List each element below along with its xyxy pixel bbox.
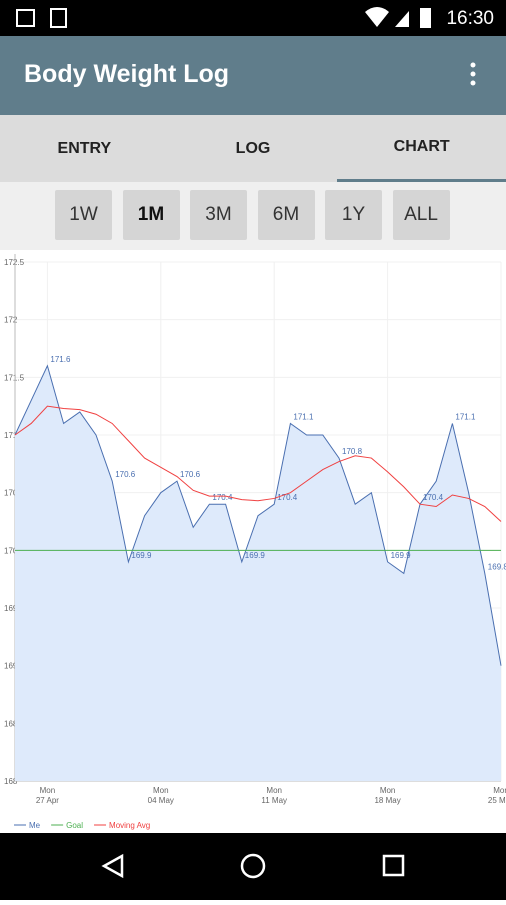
range-button[interactable]: ALL [392,190,450,240]
range-button[interactable]: 1W [55,190,112,240]
recents-button[interactable] [382,854,405,877]
x-tick-line: Mon [266,786,282,795]
data-label: 169.9 [391,551,412,560]
legend-label: Me [29,821,41,830]
x-tick-line: 18 May [374,796,400,805]
y-tick-label: 172 [4,316,18,325]
range-button[interactable]: 1M [122,190,180,240]
area [15,365,501,781]
legend-label: Goal [66,821,83,830]
clock: 16:30 [446,8,494,29]
range-button[interactable]: 3M [190,190,247,240]
data-label: 171.6 [50,355,71,364]
range-button[interactable]: 6M [257,190,315,240]
data-label: 171.1 [455,412,476,421]
data-label: 170.4 [277,493,298,502]
data-label: 170.6 [180,470,201,479]
y-tick-label: 169.5 [4,604,25,613]
x-tick-line: Mon [153,786,169,795]
y-tick-label: 171 [4,431,18,440]
status-system-icons [365,7,431,28]
y-tick-label: 168.5 [4,719,25,728]
home-button[interactable] [240,853,266,879]
status-bar: 16:30 [0,0,506,36]
app-bar: Body Weight Log [0,36,506,115]
range-selector: 1W 1M 3M 6M 1Y ALL [0,182,506,250]
nav-icons [101,853,405,879]
y-tick-label: 169 [4,662,18,671]
x-tick-line: 11 May [261,796,287,805]
tab[interactable]: CHART [337,115,506,182]
tab-bar: ENTRY LOG CHART [0,115,506,182]
y-tick-label: 171.5 [4,373,25,382]
data-label: 170.4 [423,493,444,502]
y-tick-label: 170 [4,546,18,555]
x-tick-line: 25 May [488,796,506,805]
x-tick-line: 04 May [148,796,174,805]
overflow-menu[interactable] [468,61,478,91]
range-button[interactable]: 1Y [325,190,382,240]
app-title: Body Weight Log [24,60,230,88]
x-tick-line: Mon [40,786,56,795]
data-label: 170.4 [212,493,233,502]
data-label: 169.8 [488,562,506,571]
y-tick-label: 168 [4,777,18,786]
data-label: 169.9 [245,551,266,560]
legend-label: Moving Avg [109,821,150,830]
series-line [14,405,502,522]
y-tick-label: 172.5 [4,258,25,267]
tab[interactable]: LOG [235,140,271,157]
chart: 168 168.5 169 169.5 170 170.5 171 171.5 172 172.5… [4,254,506,830]
x-tick-label: Mon 27 Apr [36,786,59,805]
x-tick-label: Mon 18 May [374,786,400,805]
x-tick-label: Mon 04 May [148,786,174,805]
x-tick-line: Mon [380,786,396,795]
status-icons [16,8,67,28]
tab[interactable]: ENTRY [57,140,112,157]
nav-bar [0,833,506,900]
data-label: 171.1 [293,412,314,421]
data-label: 170.8 [342,447,363,456]
x-tick-line: 27 Apr [36,796,59,805]
data-label: 169.9 [131,551,152,560]
y-tick-label: 170.5 [4,489,25,498]
data-label: 170.6 [115,470,136,479]
x-tick-label: Mon 11 May [261,786,287,805]
x-tick-label: Mon25 May [488,786,506,805]
back-button[interactable] [101,853,124,879]
x-tick-line: Mon [493,786,506,795]
